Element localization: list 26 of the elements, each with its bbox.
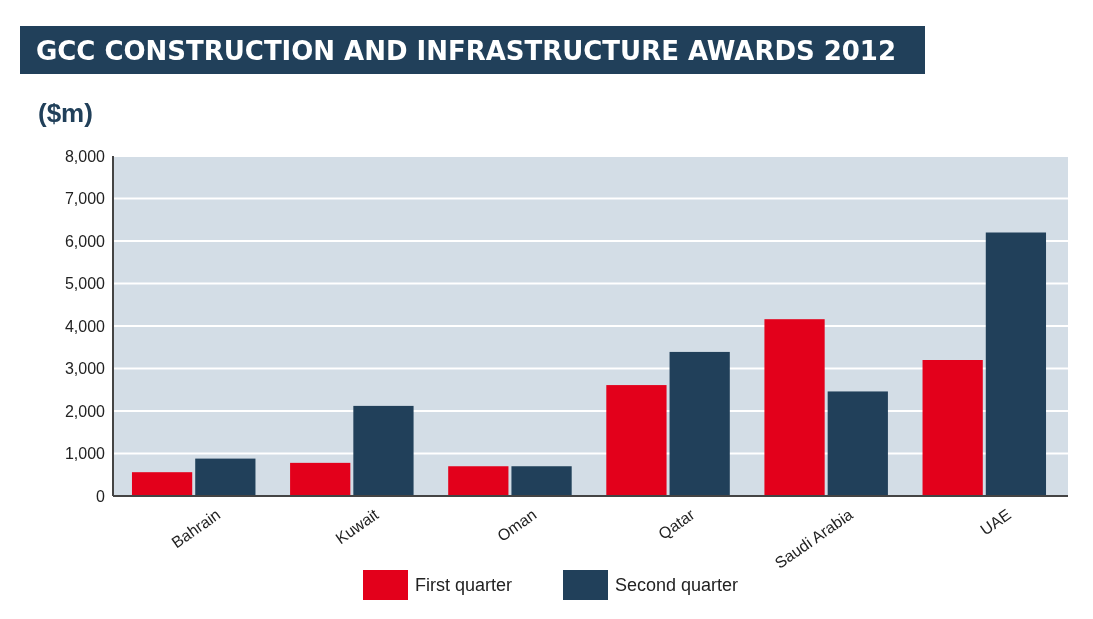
bar (606, 385, 667, 496)
bar (448, 466, 509, 496)
y-tick-label: 6,000 (64, 232, 106, 250)
chart-title: GCC CONSTRUCTION AND INFRASTRUCTURE AWARDS 2012 (36, 36, 898, 66)
legend-label: Second quarter (615, 575, 739, 596)
bar (764, 319, 825, 496)
y-tick-label: 7,000 (64, 190, 106, 208)
bar (353, 405, 414, 496)
y-tick-label: 0 (96, 487, 106, 505)
y-tick-label: 3,000 (64, 360, 106, 378)
bar (195, 458, 256, 496)
y-tick-label: 1,000 (64, 445, 106, 463)
y-tick-label: 2,000 (64, 402, 106, 420)
y-tick-label: 8,000 (64, 147, 106, 165)
bar (922, 360, 983, 496)
legend-label: First quarter (415, 575, 513, 596)
bar (131, 472, 193, 496)
bar (827, 391, 888, 496)
bar (290, 462, 351, 496)
y-tick-label: 5,000 (64, 275, 106, 293)
bar (511, 466, 572, 496)
x-tick-label: UAE (977, 505, 1014, 539)
y-axis-title: ($m) (38, 98, 93, 128)
bar (669, 351, 730, 496)
bar (985, 232, 1047, 496)
y-tick-label: 4,000 (64, 317, 106, 335)
